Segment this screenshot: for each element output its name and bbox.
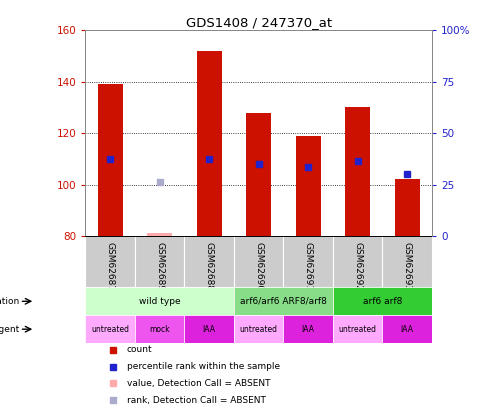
Bar [135,236,184,287]
Bar [333,315,383,343]
Text: mock: mock [149,325,170,334]
Bar [333,287,432,315]
Text: untreated: untreated [240,325,278,334]
Bar [184,315,234,343]
Text: GSM62690: GSM62690 [254,242,263,291]
Bar [85,287,234,315]
Title: GDS1408 / 247370_at: GDS1408 / 247370_at [185,16,332,29]
Bar [296,136,321,236]
Text: percentile rank within the sample: percentile rank within the sample [127,362,280,371]
Bar [234,236,284,287]
Text: untreated: untreated [339,325,377,334]
Text: arf6/arf6 ARF8/arf8: arf6/arf6 ARF8/arf8 [240,297,327,306]
Text: count: count [127,345,153,354]
Bar [147,233,172,236]
Bar [246,113,271,236]
Bar [383,236,432,287]
Text: arf6 arf8: arf6 arf8 [363,297,402,306]
Bar [184,236,234,287]
Text: IAA: IAA [302,325,315,334]
Text: untreated: untreated [91,325,129,334]
Bar [346,107,370,236]
Bar [234,315,284,343]
Text: GSM62693: GSM62693 [403,242,412,291]
Text: rank, Detection Call = ABSENT: rank, Detection Call = ABSENT [127,396,266,405]
Text: IAA: IAA [203,325,216,334]
Bar [135,315,184,343]
Text: GSM62691: GSM62691 [304,242,313,291]
Text: genotype/variation: genotype/variation [0,297,20,306]
Text: GSM62689: GSM62689 [155,242,164,291]
Bar [85,315,135,343]
Bar [197,51,222,236]
Bar [98,84,122,236]
Bar [333,236,383,287]
Text: GSM62692: GSM62692 [353,242,362,291]
Text: value, Detection Call = ABSENT: value, Detection Call = ABSENT [127,379,270,388]
Text: IAA: IAA [401,325,414,334]
Bar [284,236,333,287]
Text: GSM62687: GSM62687 [105,242,115,291]
Text: wild type: wild type [139,297,181,306]
Text: GSM62688: GSM62688 [204,242,214,291]
Bar [284,315,333,343]
Bar [395,179,420,236]
Text: agent: agent [0,325,20,334]
Bar [383,315,432,343]
Bar [234,287,333,315]
Bar [85,236,135,287]
